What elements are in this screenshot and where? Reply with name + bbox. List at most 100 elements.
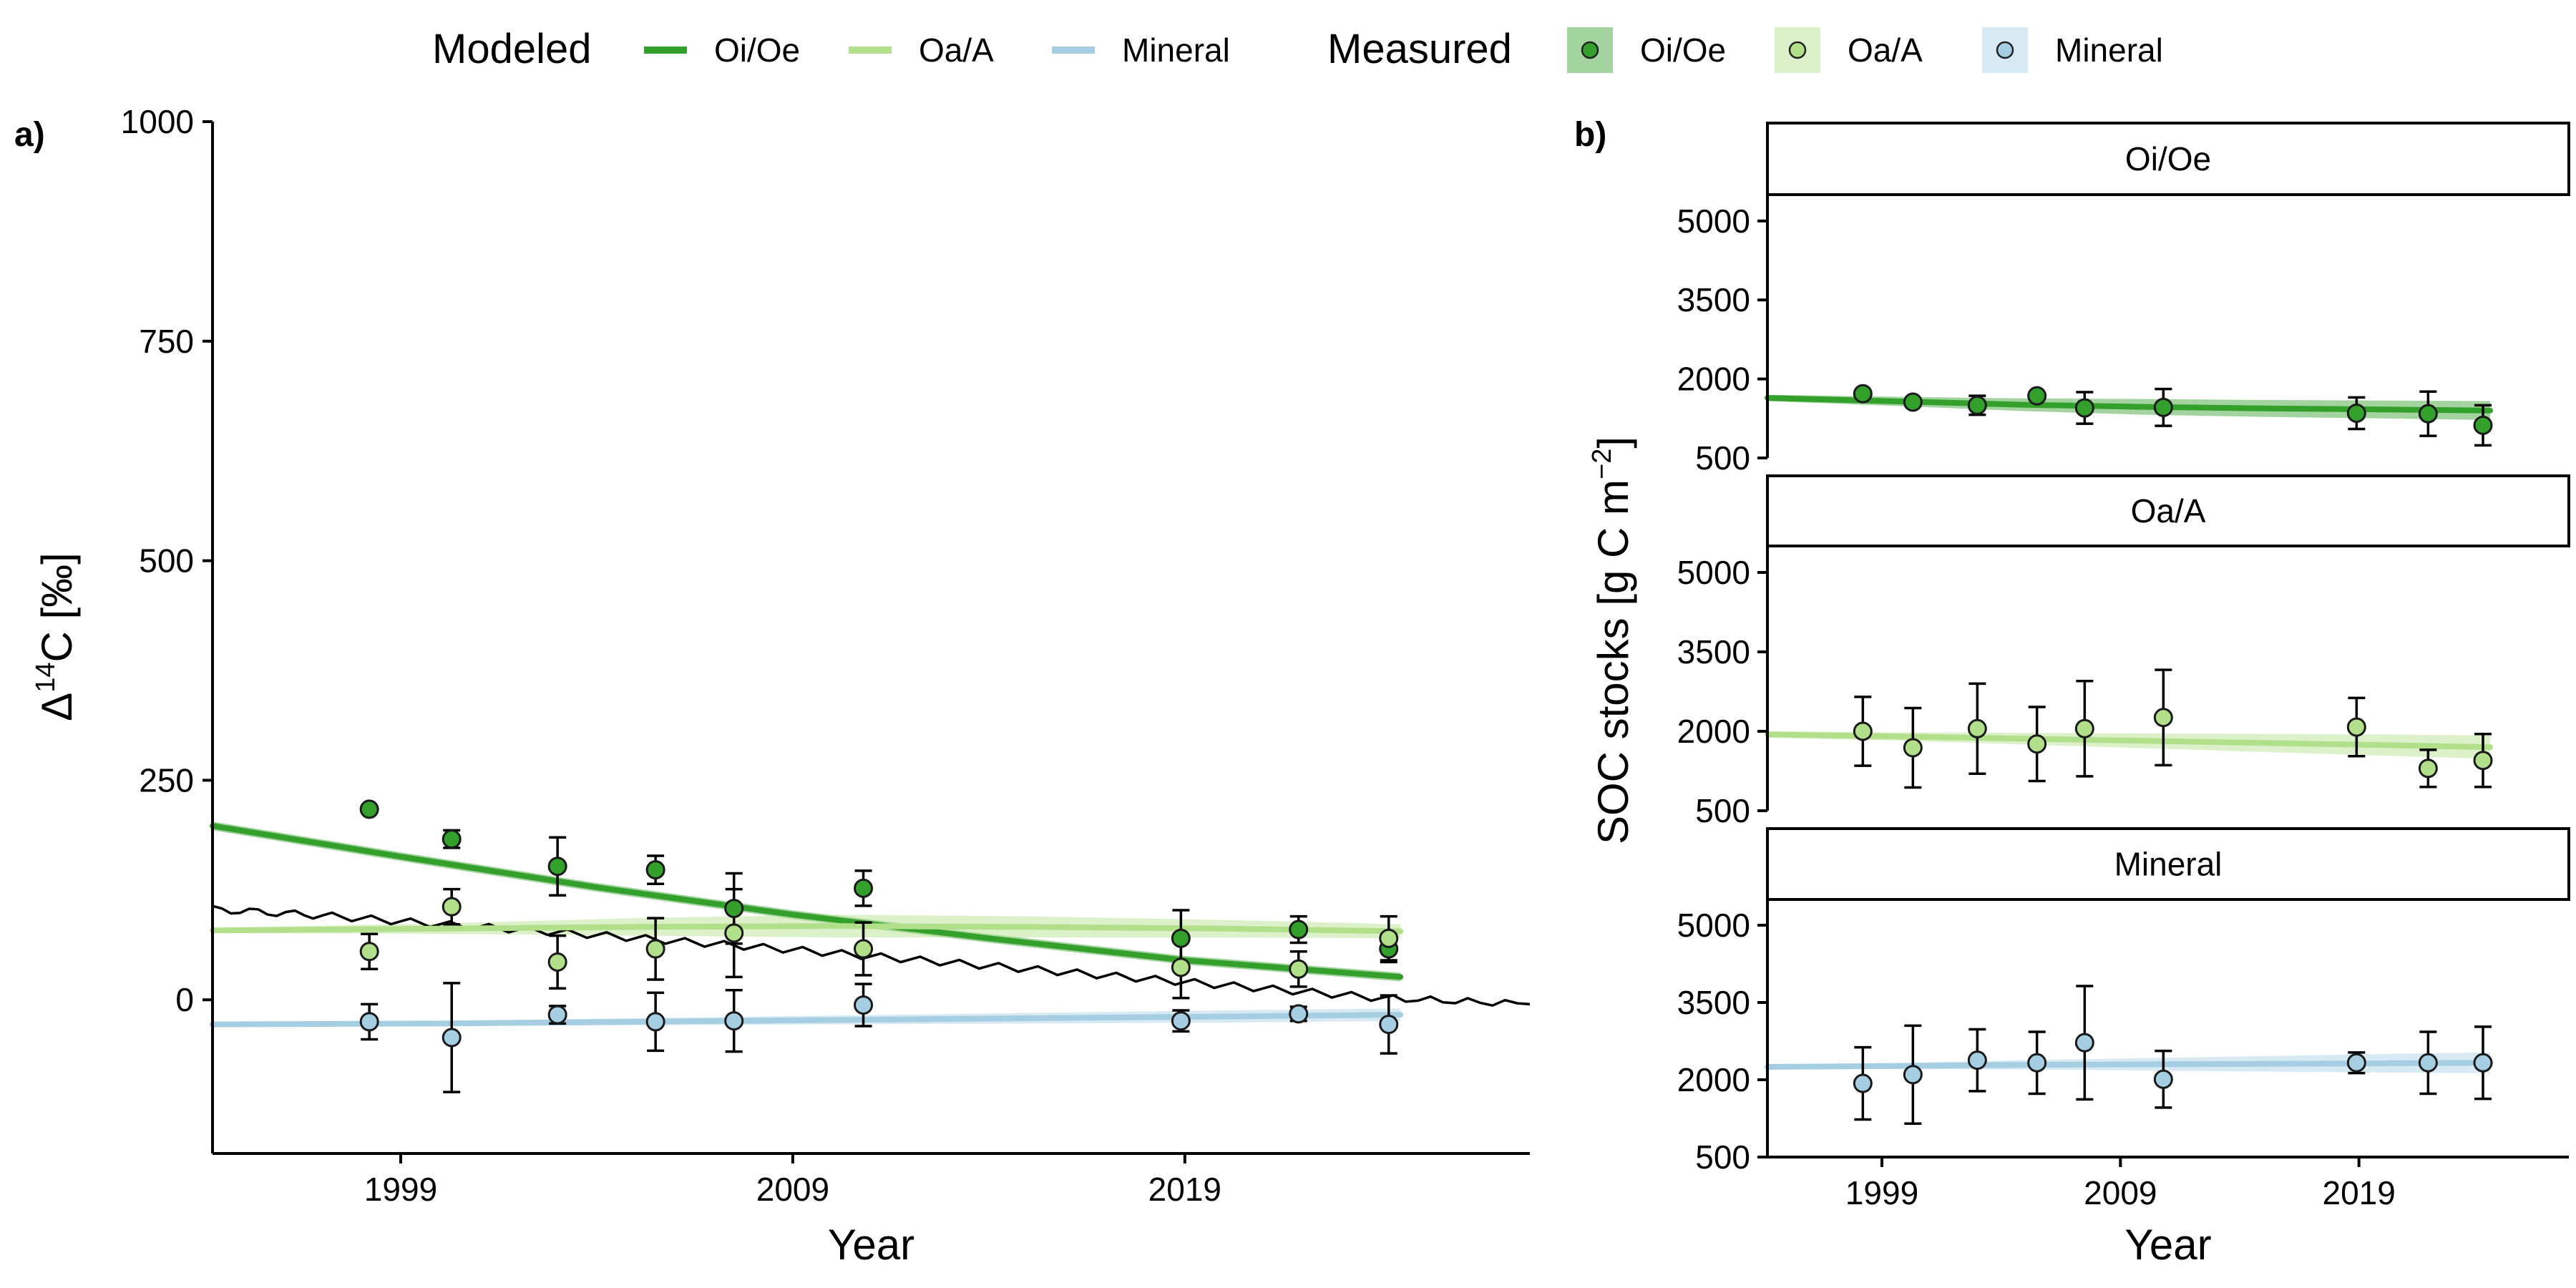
panel-b-x-axis-label: Year bbox=[2124, 1221, 2211, 1269]
facet-point-mineral bbox=[2153, 1069, 2173, 1089]
atmosphere-line bbox=[212, 904, 1531, 1008]
measured-point-oi-oe bbox=[724, 899, 744, 919]
legend-measured-title: Measured bbox=[1327, 26, 1512, 72]
modeled-line-oi-oe bbox=[210, 823, 1404, 980]
measured-point-oa-a bbox=[359, 942, 379, 962]
panel-a-y-tick-label: 750 bbox=[139, 323, 194, 360]
modeled-line-mineral bbox=[210, 1012, 1404, 1028]
panel-b-y-axis-label: SOC stocks [g C m−2] bbox=[1587, 436, 1637, 844]
measured-point-mineral bbox=[645, 1012, 665, 1032]
measured-point-oa-a bbox=[1171, 957, 1191, 977]
facet-y-tick-label: 500 bbox=[1695, 1138, 1750, 1176]
measured-point-mineral bbox=[854, 995, 874, 1015]
facet-oa-a: Oa/A 500 2000 3500 5000 bbox=[1677, 474, 2570, 829]
facet-point-mineral bbox=[2027, 1053, 2047, 1073]
facet-point-mineral bbox=[1903, 1065, 1923, 1085]
panel-b-label: b) bbox=[1574, 116, 1606, 154]
legend: Modeled Oi/Oe Oa/A Mineral Measured Oi/Oe Oa/A… bbox=[432, 26, 2163, 73]
facet-oi-oe: Oi/Oe 500 2000 3500 5000 bbox=[1677, 122, 2570, 477]
facet-y-tick-label: 500 bbox=[1695, 792, 1750, 829]
facet-point-oa-a bbox=[1853, 721, 1873, 741]
measured-point-oa-a bbox=[1289, 959, 1309, 979]
measured-point-oa-a bbox=[547, 952, 567, 972]
legend-modeled-oi-oe-label: Oi/Oe bbox=[714, 31, 800, 69]
facet-point-oi-oe bbox=[2473, 415, 2493, 435]
panel-a-y-tick-label: 250 bbox=[139, 761, 194, 799]
measured-point-mineral bbox=[1171, 1011, 1191, 1031]
measured-point-oi-oe bbox=[645, 860, 665, 880]
modeled-line-oa-a bbox=[210, 923, 1404, 935]
measured-point-mineral bbox=[441, 1028, 462, 1048]
legend-modeled-title: Modeled bbox=[432, 26, 591, 72]
facet-strip-label-oa-a: Oa/A bbox=[2131, 492, 2206, 530]
facet-point-mineral bbox=[2346, 1053, 2366, 1073]
facet-point-oa-a bbox=[2074, 718, 2094, 738]
legend-measured-mineral-label: Mineral bbox=[2055, 31, 2163, 69]
panel-a-x-axis-label: Year bbox=[828, 1221, 914, 1269]
facet-point-mineral bbox=[2418, 1053, 2438, 1073]
facet-point-oa-a bbox=[2153, 708, 2173, 728]
facet-point-oi-oe bbox=[2027, 386, 2047, 406]
facet-point-oi-oe bbox=[2418, 404, 2438, 424]
measured-point-oi-oe bbox=[441, 829, 462, 849]
facet-y-tick-label: 5000 bbox=[1677, 554, 1750, 591]
panel-a-y-tick-label: 0 bbox=[175, 981, 194, 1018]
facet-mineral: Mineral 500 2000 3500 5000 bbox=[1677, 827, 2570, 1176]
facet-strip-oa-a bbox=[1766, 474, 2570, 547]
facet-strip-oi-oe bbox=[1766, 122, 2570, 196]
facet-y-tick-label: 2000 bbox=[1677, 713, 1750, 750]
facet-strip-mineral bbox=[1766, 827, 2570, 901]
panel-b-x-tick-label: 2009 bbox=[2084, 1174, 2157, 1211]
measured-point-mineral bbox=[724, 1011, 744, 1031]
legend-modeled-oa-a-label: Oa/A bbox=[919, 31, 994, 69]
panel-a-y-tick-label: 1000 bbox=[121, 103, 194, 140]
facet-point-oi-oe bbox=[1967, 395, 1987, 415]
measured-point-oa-a bbox=[724, 923, 744, 943]
facet-y-tick-label: 500 bbox=[1695, 439, 1750, 477]
modeled-band-oi-oe bbox=[213, 821, 1401, 982]
panel-b-x-tick-label: 1999 bbox=[1845, 1174, 1918, 1211]
facet-point-oi-oe bbox=[1903, 392, 1923, 412]
measured-point-mineral bbox=[1379, 1015, 1399, 1035]
facet-line-oa-a bbox=[1765, 731, 2493, 751]
facet-point-mineral bbox=[2473, 1053, 2493, 1073]
panel-a-x-tick-label: 2009 bbox=[756, 1171, 829, 1208]
panel-b-x-tick-label: 2019 bbox=[2322, 1174, 2395, 1211]
facet-point-oa-a bbox=[2346, 717, 2366, 737]
facet-strip-label-oi-oe: Oi/Oe bbox=[2125, 140, 2211, 177]
facet-point-oa-a bbox=[2418, 758, 2438, 779]
panel-a-x-tick-label: 1999 bbox=[364, 1171, 437, 1208]
measured-point-oi-oe bbox=[1171, 928, 1191, 948]
measured-point-oi-oe bbox=[359, 799, 379, 819]
facet-point-oa-a bbox=[1967, 718, 1987, 738]
facet-y-tick-label: 3500 bbox=[1677, 984, 1750, 1021]
facet-point-mineral bbox=[1853, 1073, 1873, 1093]
facet-strip-label-mineral: Mineral bbox=[2114, 846, 2223, 883]
legend-measured-oi-oe-label: Oi/Oe bbox=[1640, 31, 1726, 69]
measured-point-oa-a bbox=[854, 939, 874, 959]
facet-point-mineral bbox=[1967, 1050, 1987, 1070]
measured-point-oa-a bbox=[1379, 928, 1399, 948]
panel-a-label: a) bbox=[14, 116, 45, 154]
panel-a-y-tick-label: 500 bbox=[139, 542, 194, 580]
facet-point-oa-a bbox=[1903, 738, 1923, 758]
panel-a-x-tick-label: 2019 bbox=[1148, 1171, 1221, 1208]
legend-measured-oa-a-label: Oa/A bbox=[1848, 31, 1923, 69]
panel-a-y-axis-label: Δ14C [‰] bbox=[31, 552, 81, 721]
facet-point-mineral bbox=[2074, 1033, 2094, 1053]
facet-point-oi-oe bbox=[2153, 397, 2173, 417]
facet-point-oi-oe bbox=[1853, 384, 1873, 404]
facet-point-oi-oe bbox=[2346, 403, 2366, 423]
facet-y-tick-label: 2000 bbox=[1677, 1061, 1750, 1098]
facet-y-tick-label: 5000 bbox=[1677, 907, 1750, 944]
legend-measured-oi-oe-point bbox=[1581, 41, 1599, 59]
facet-point-oi-oe bbox=[2074, 398, 2094, 418]
legend-modeled-mineral-label: Mineral bbox=[1122, 31, 1230, 69]
measured-point-mineral bbox=[359, 1012, 379, 1032]
measured-point-oa-a bbox=[645, 939, 665, 959]
facet-y-tick-label: 5000 bbox=[1677, 203, 1750, 240]
measured-point-mineral bbox=[1289, 1004, 1309, 1024]
facet-point-oa-a bbox=[2027, 734, 2047, 754]
panel-a: a) 0 250 500 750 1000 1999 2009 2019 Year Δ14C [‰] bbox=[14, 103, 1531, 1269]
